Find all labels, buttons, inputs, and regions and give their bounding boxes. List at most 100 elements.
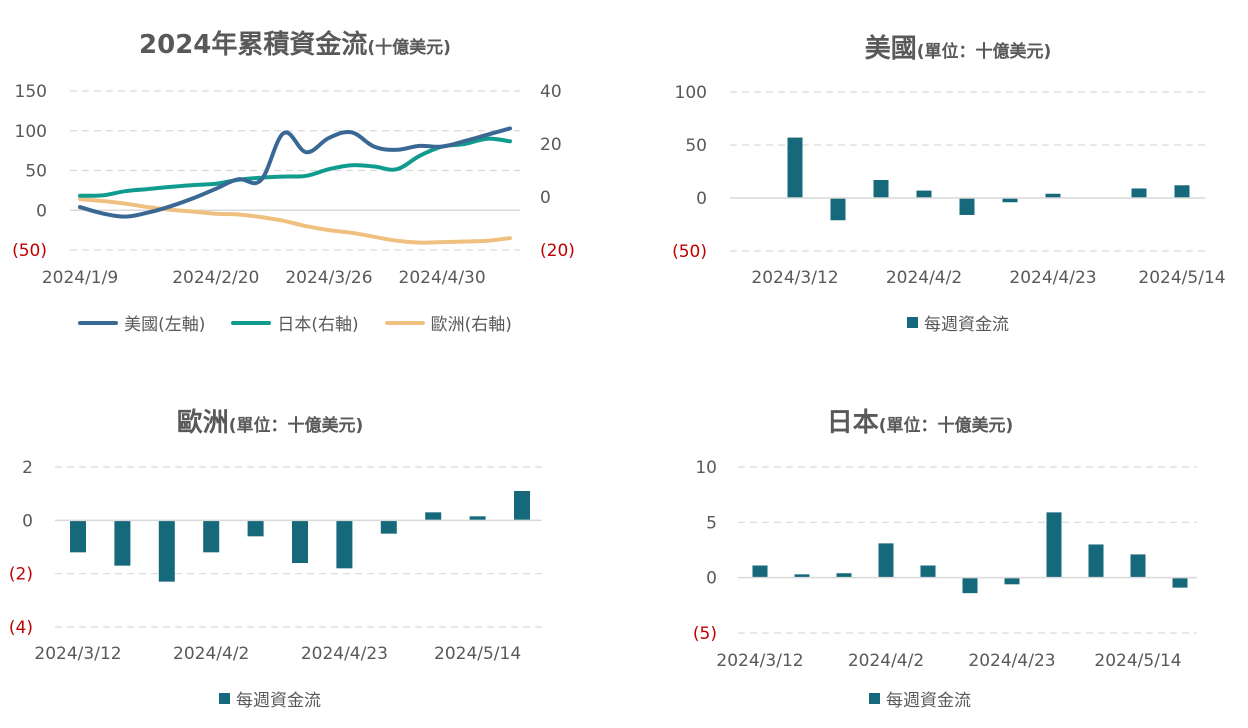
x-tick-label: 2024/1/9 (42, 268, 118, 288)
legend-swatch-us (78, 320, 119, 325)
x-tick-label: 2024/3/12 (751, 268, 838, 288)
bar (247, 520, 264, 537)
y-tick-label-right: (20) (540, 241, 575, 261)
legend-swatch-europe (384, 320, 425, 325)
y-tick-label-right: 40 (540, 82, 562, 102)
y-tick-label: 0 (696, 189, 707, 209)
y-tick-label: 2 (22, 458, 33, 478)
legend-swatch (219, 693, 230, 704)
y-tick-label-right: 20 (540, 135, 562, 155)
bar (1088, 544, 1104, 578)
chart-title: 2024年累積資金流(十億美元) (139, 30, 451, 60)
bar (380, 520, 397, 534)
x-tick-label: 2024/4/23 (301, 644, 388, 664)
y-tick-label: (5) (693, 624, 717, 644)
japan-weekly-flow-plot: 10 5 0 (5) 2024/3/12 2024/4/2 2024/4/23 2024/5/… (693, 458, 1197, 671)
bar (920, 565, 936, 578)
bar (1172, 577, 1188, 588)
y-tick-label: 50 (685, 136, 707, 156)
chart-title: 歐洲(單位：十億美元) (176, 408, 364, 438)
legend-label: 每週資金流 (924, 315, 1009, 335)
bar (514, 491, 530, 521)
chart-legend: 每週資金流 (620, 686, 1220, 711)
bar (1045, 193, 1061, 198)
y-tick-label-left: 150 (15, 82, 47, 102)
bar (1046, 512, 1062, 578)
legend-item-japan: 日本(右軸) (231, 310, 359, 335)
series-line-europe (78, 197, 512, 245)
bar (1131, 188, 1147, 198)
bar (752, 565, 768, 578)
europe-weekly-flow-plot: 2 0 (2) (4)2024/3/12 2024/4/2 2024/4/23 2024/5… (9, 458, 542, 664)
x-tick-label: 2024/4/23 (1009, 268, 1096, 288)
series-line-us (78, 126, 512, 219)
us-weekly-flow-plot: 100 50 0 (50) 2024/3/12 2024/4/2 2024/4/23 2024… (672, 83, 1225, 288)
bar (336, 520, 353, 569)
x-tick-label: 2024/4/2 (848, 651, 924, 671)
x-tick-label: 2024/5/14 (434, 644, 521, 664)
bar (425, 512, 442, 521)
x-tick-label: 2024/5/14 (1094, 651, 1181, 671)
europe-weekly-flow-chart: 歐洲(單位：十億美元) 2 0 (2) (4) 2024/3/12 2024/4/2 202… (0, 380, 600, 728)
chart-title: 美國(單位：十億美元) (864, 34, 1052, 64)
x-tick-label: 2024/3/12 (716, 651, 803, 671)
bar (1130, 554, 1146, 578)
x-tick-label: 2024/4/2 (886, 268, 962, 288)
japan-weekly-flow-chart: 日本(單位：十億美元) 10 5 0 (5) 2024/3/12 2024/4/2 2024… (660, 380, 1220, 728)
y-tick-label-left: 0 (36, 201, 47, 221)
x-tick-label: 2024/4/23 (968, 651, 1055, 671)
bar (878, 543, 894, 578)
bar (830, 198, 846, 221)
y-tick-label: 0 (706, 569, 717, 589)
bar (158, 520, 175, 582)
y-tick-label: 10 (695, 458, 717, 478)
bar (292, 520, 308, 563)
bar (794, 574, 810, 578)
chart-title: 日本(單位：十億美元) (826, 408, 1014, 438)
y-tick-label-left: (50) (12, 241, 47, 261)
y-tick-label-right: 0 (540, 188, 551, 208)
cumulative-flow-chart: 2024年累積資金流(十億美元) 150 100 50 0 (50) 40 20 0 (20) 2… (0, 0, 600, 350)
legend-label: 每週資金流 (886, 691, 971, 711)
x-tick-label: 2024/5/14 (1138, 268, 1225, 288)
x-tick-label: 2024/3/12 (34, 644, 121, 664)
legend-label: 每週資金流 (236, 691, 321, 711)
legend-item-weekly-flow: 每週資金流 (869, 686, 971, 711)
cumulative-flow-plot: 150 100 50 0 (50) 40 20 0 (20) 2024/1/9 2024/2/20 2… (12, 82, 575, 288)
x-tick-label: 2024/4/2 (173, 644, 249, 664)
legend-item-weekly-flow: 每週資金流 (219, 686, 321, 711)
us-weekly-flow-chart: 美國(單位：十億美元) 100 50 0 (50) 2024/3/12 2024/4/2 2… (660, 0, 1225, 350)
legend-item-us: 美國(左軸) (78, 310, 205, 335)
chart-legend: 每週資金流 (696, 310, 1220, 335)
bar (962, 577, 978, 594)
y-tick-label: (50) (672, 242, 707, 262)
x-tick-label: 2024/2/20 (172, 268, 259, 288)
legend-swatch (869, 693, 880, 704)
x-tick-label: 2024/4/30 (399, 268, 486, 288)
legend-item-europe: 歐洲(右軸) (384, 310, 512, 335)
legend-label-us: 美國(左軸) (124, 315, 206, 335)
legend-swatch (907, 317, 918, 328)
y-tick-label: (2) (9, 565, 33, 585)
y-tick-label: (4) (9, 618, 33, 638)
bar (1004, 577, 1020, 585)
bar (787, 137, 803, 198)
y-tick-label: 5 (706, 513, 717, 533)
bar (836, 573, 852, 578)
bar (1174, 185, 1190, 198)
x-tick-label: 2024/3/26 (285, 268, 372, 288)
y-tick-label-left: 100 (15, 122, 47, 142)
legend-label-japan: 日本(右軸) (277, 315, 359, 335)
bar (916, 190, 932, 198)
y-tick-label: 0 (22, 511, 33, 531)
bar (203, 520, 220, 553)
legend-label-europe: 歐洲(右軸) (430, 315, 512, 335)
bar (114, 520, 131, 566)
y-tick-label-left: 50 (25, 162, 47, 182)
bar (1002, 198, 1018, 203)
legend-item-weekly-flow: 每週資金流 (907, 310, 1009, 335)
legend-swatch-japan (231, 320, 272, 325)
bar (70, 520, 86, 553)
y-tick-label: 100 (675, 83, 707, 103)
bar (469, 516, 486, 521)
